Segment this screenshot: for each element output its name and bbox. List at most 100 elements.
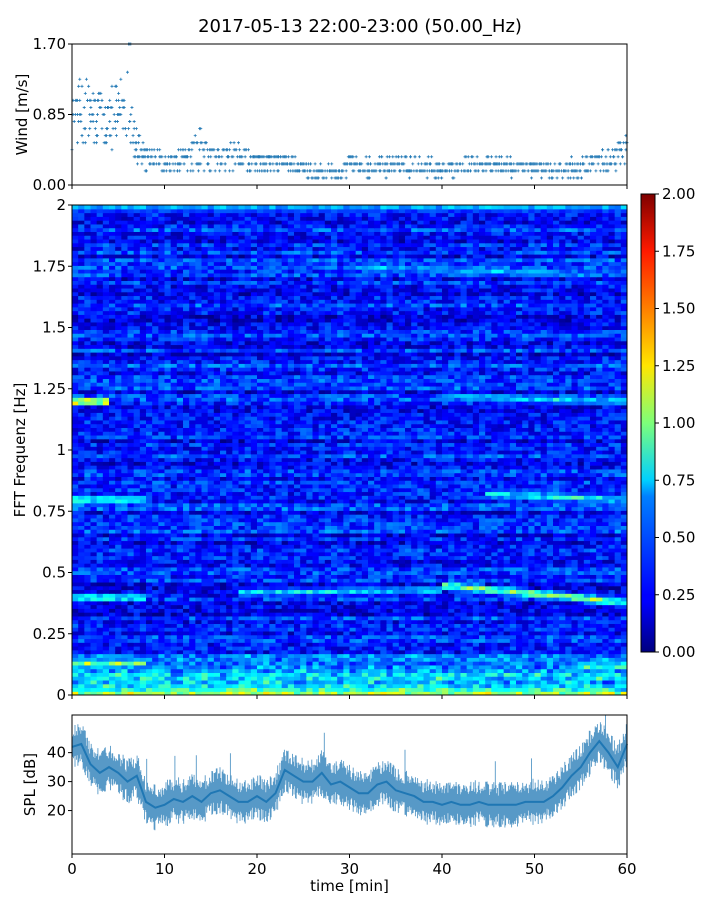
- heatmap-cell: [269, 555, 277, 560]
- heatmap-cell: [176, 540, 184, 545]
- heatmap-cell: [528, 615, 536, 621]
- heatmap-cell: [491, 676, 499, 681]
- heatmap-cell: [220, 551, 227, 557]
- heatmap-cell: [220, 529, 227, 534]
- heatmap-cell: [72, 619, 79, 624]
- heatmap-cell: [411, 661, 418, 666]
- heatmap-cell: [460, 559, 468, 564]
- heatmap-cell: [608, 634, 616, 640]
- heatmap-cell: [146, 679, 153, 685]
- heatmap-cell: [614, 661, 622, 666]
- heatmap-cell: [361, 597, 369, 602]
- heatmap-cell: [287, 544, 295, 549]
- heatmap-cell: [620, 679, 627, 685]
- heatmap-cell: [355, 664, 363, 670]
- heatmap-cell: [306, 566, 314, 572]
- wind-point: [110, 105, 114, 109]
- heatmap-cell: [294, 664, 301, 670]
- heatmap-cell: [509, 544, 517, 549]
- heatmap-cell: [361, 683, 369, 689]
- heatmap-cell: [485, 604, 492, 609]
- heatmap-cell: [608, 536, 616, 542]
- heatmap-cell: [275, 642, 283, 647]
- heatmap-cell: [509, 646, 517, 651]
- heatmap-cell: [491, 532, 499, 538]
- wind-point: [374, 169, 378, 173]
- heatmap-cell: [361, 657, 369, 662]
- heatmap-cell: [90, 604, 98, 609]
- heatmap-cell: [281, 657, 289, 662]
- heatmap-cell: [380, 551, 388, 557]
- heatmap-cell: [287, 657, 295, 662]
- wind-point: [452, 176, 456, 180]
- heatmap-cell: [201, 589, 209, 594]
- heatmap-cell: [250, 630, 258, 636]
- heatmap-cell: [540, 608, 548, 613]
- heatmap-cell: [207, 604, 215, 609]
- heatmap-cell: [331, 657, 338, 662]
- heatmap-cell: [220, 646, 227, 651]
- heatmap-cell: [158, 532, 166, 538]
- heatmap-cell: [238, 661, 246, 666]
- heatmap-cell: [164, 642, 172, 647]
- heatmap-cell: [620, 532, 627, 538]
- heatmap-cell: [84, 589, 92, 594]
- wind-point: [237, 141, 240, 145]
- heatmap-cell: [361, 619, 369, 624]
- heatmap-cell: [238, 589, 246, 594]
- heatmap-cell: [435, 578, 443, 583]
- heatmap-cell: [380, 691, 388, 695]
- wind-point: [223, 162, 227, 166]
- heatmap-cell: [516, 581, 523, 587]
- heatmap-cell: [318, 679, 326, 685]
- wind-point: [391, 155, 395, 159]
- heatmap-cell: [485, 679, 492, 685]
- heatmap-cell: [109, 563, 116, 568]
- heatmap-cell: [608, 608, 616, 613]
- heatmap-cell: [460, 566, 468, 572]
- heatmap-cell: [596, 532, 603, 538]
- heatmap-cell: [158, 653, 166, 658]
- heatmap-cell: [577, 630, 585, 636]
- heatmap-cell: [491, 600, 499, 606]
- wind-point: [220, 155, 224, 159]
- heatmap-cell: [220, 664, 227, 670]
- heatmap-cell: [368, 570, 375, 575]
- wind-point: [190, 162, 194, 166]
- heatmap-cell: [164, 630, 172, 636]
- heatmap-cell: [244, 578, 252, 583]
- heatmap-cell: [269, 668, 277, 673]
- heatmap-cell: [368, 551, 375, 557]
- heatmap-cell: [620, 536, 627, 542]
- heatmap-cell: [306, 619, 314, 624]
- heatmap-cell: [189, 615, 196, 621]
- heatmap-cell: [540, 623, 548, 628]
- heatmap-cell: [534, 585, 542, 591]
- heatmap-cell: [281, 642, 289, 647]
- heatmap-cell: [226, 612, 233, 617]
- heatmap-cell: [84, 683, 92, 689]
- heatmap-cell: [102, 555, 110, 560]
- heatmap-cell: [411, 540, 418, 545]
- heatmap-cell: [244, 597, 252, 602]
- wind-point: [326, 162, 330, 166]
- wind-point: [430, 155, 434, 159]
- heatmap-cell: [448, 638, 455, 643]
- heatmap-cell: [590, 532, 597, 538]
- heatmap-cell: [96, 672, 104, 677]
- heatmap-cell: [491, 649, 499, 655]
- heatmap-cell: [201, 649, 209, 655]
- heatmap-cell: [176, 593, 184, 598]
- heatmap-cell: [109, 687, 116, 692]
- heatmap-cell: [300, 555, 307, 560]
- heatmap-cell: [146, 593, 153, 598]
- heatmap-cell: [349, 540, 357, 545]
- heatmap-cell: [596, 661, 603, 666]
- heatmap-cell: [226, 642, 233, 647]
- heatmap-cell: [281, 600, 289, 606]
- heatmap-cell: [121, 593, 129, 598]
- heatmap-cell: [417, 589, 425, 594]
- wind-point: [218, 169, 222, 173]
- heatmap-cell: [472, 529, 480, 534]
